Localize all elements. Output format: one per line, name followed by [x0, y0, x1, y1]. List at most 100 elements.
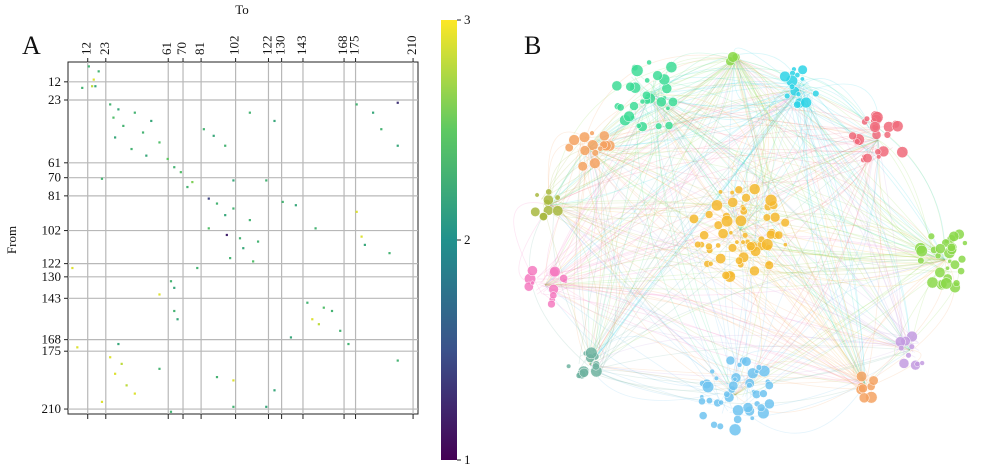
edge: [649, 94, 907, 347]
node: [858, 383, 868, 394]
edge: [797, 86, 879, 141]
y-tick-label: 143: [42, 290, 62, 305]
heatmap-cell: [371, 111, 375, 114]
node: [729, 190, 735, 196]
edge: [734, 54, 866, 386]
x-tick-label: 12: [79, 42, 94, 55]
edge: [649, 55, 734, 96]
heatmap-cell: [252, 260, 255, 263]
edge: [595, 259, 946, 359]
x-tick-label: 70: [174, 42, 189, 55]
edge: [544, 284, 861, 383]
heatmap-cell: [133, 111, 136, 114]
edge: [535, 89, 801, 291]
node: [762, 213, 771, 222]
colorbar: [441, 20, 457, 460]
node: [728, 243, 738, 253]
edge: [735, 56, 764, 231]
edge: [789, 98, 866, 386]
edge: [544, 284, 919, 348]
edge: [799, 96, 911, 351]
node: [625, 81, 636, 92]
x-tick-label: 143: [294, 36, 309, 56]
edge: [585, 84, 801, 144]
node: [597, 145, 604, 152]
heatmap-cell: [265, 179, 268, 182]
node: [755, 364, 763, 371]
x-tick-label: 130: [273, 36, 288, 56]
heatmap-cell: [76, 346, 79, 349]
node: [764, 260, 774, 270]
edge: [554, 201, 866, 386]
edge: [587, 147, 869, 389]
edge: [649, 94, 904, 347]
node: [891, 120, 904, 133]
edge: [552, 213, 946, 273]
heatmap-cell: [109, 103, 112, 106]
node: [896, 146, 909, 159]
heatmap-cell: [229, 257, 232, 260]
edge: [587, 98, 808, 149]
x-tick-label: 122: [259, 36, 274, 56]
node: [635, 122, 642, 129]
heatmap-cell: [330, 309, 334, 313]
node: [779, 70, 791, 83]
edge: [749, 139, 879, 398]
node: [699, 230, 709, 241]
edge: [549, 204, 869, 381]
heatmap-cell: [232, 179, 235, 182]
node: [665, 105, 671, 111]
edge: [587, 147, 728, 384]
heatmap-cell: [100, 400, 104, 403]
node: [716, 422, 724, 430]
edge: [549, 59, 737, 206]
edge: [549, 204, 746, 378]
node: [530, 206, 541, 217]
edge: [731, 56, 866, 386]
edge: [593, 349, 911, 391]
edge: [587, 147, 949, 259]
edge: [649, 94, 746, 248]
edge: [800, 96, 946, 261]
edge: [732, 60, 866, 386]
edge: [542, 293, 866, 386]
edge: [589, 93, 658, 366]
heatmap-cell: [130, 147, 133, 151]
edge: [803, 94, 946, 261]
edge: [549, 204, 860, 391]
node: [948, 230, 960, 242]
edge: [803, 78, 879, 154]
heatmap-cell: [232, 405, 235, 408]
edge: [589, 111, 645, 366]
node: [764, 398, 775, 410]
edge: [587, 57, 736, 155]
edge: [538, 283, 866, 386]
heatmap-cell: [150, 119, 153, 123]
edge: [549, 200, 952, 274]
edge: [802, 78, 879, 141]
edge: [591, 140, 866, 386]
node: [721, 271, 731, 280]
edge: [734, 57, 905, 356]
edge: [598, 57, 736, 375]
node: [688, 213, 699, 224]
x-tick-label: 168: [335, 36, 350, 56]
edge: [547, 286, 866, 386]
node: [957, 255, 967, 264]
edge: [587, 80, 806, 149]
edge: [552, 139, 879, 276]
node: [734, 185, 744, 195]
edge: [734, 57, 885, 151]
edge: [734, 267, 946, 396]
heatmap-cell: [145, 154, 148, 157]
edge: [734, 57, 914, 353]
node: [769, 212, 781, 223]
edge: [737, 57, 801, 108]
edge: [742, 89, 801, 213]
edge: [739, 153, 872, 231]
node: [732, 376, 738, 382]
heatmap-cell: [265, 405, 268, 408]
y-tick-label: 61: [48, 155, 61, 170]
heatmap-cell: [224, 144, 227, 147]
node: [914, 361, 921, 368]
